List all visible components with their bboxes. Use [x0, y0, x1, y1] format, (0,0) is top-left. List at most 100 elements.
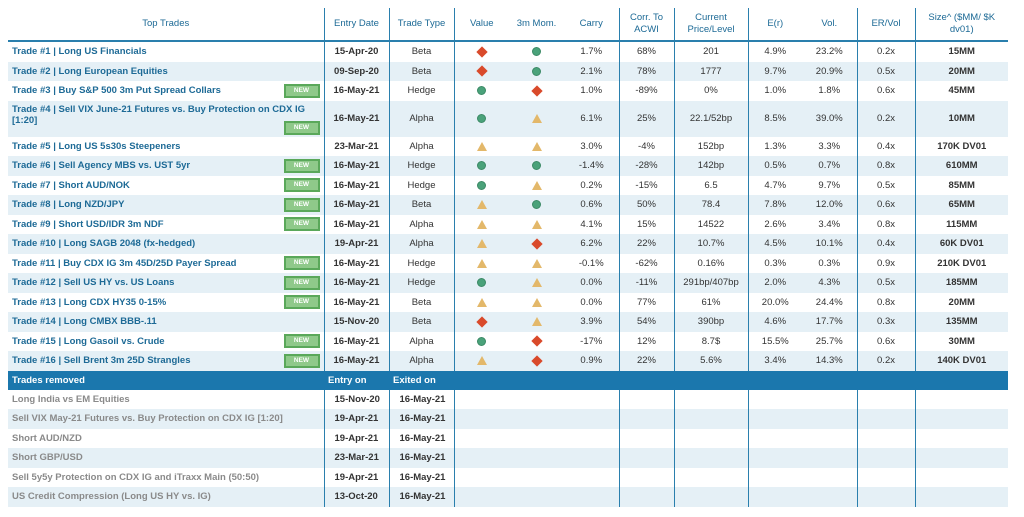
header-correlation: Corr. To ACWI: [618, 8, 674, 41]
empty-cell: [802, 409, 857, 429]
er-vol-cell: 0.8x: [856, 156, 915, 176]
er-vol-cell: 0.2x: [856, 351, 915, 371]
momentum-signal-cell: [509, 100, 564, 137]
new-badge: NEW: [283, 295, 320, 310]
carry-cell: 1.7%: [580, 46, 603, 58]
empty-cell: [802, 487, 857, 507]
size-cell: 65MM: [914, 195, 1008, 215]
trade-name-cell: Trade #2 | Long European Equities: [8, 61, 324, 81]
volatility-cell: 25.7%: [815, 335, 843, 347]
diamond-icon: [530, 335, 543, 347]
top-trades-table: Top Trades Entry Date Trade Type Value 3…: [8, 8, 1008, 507]
expected-return-cell: 4.5%: [747, 234, 802, 254]
size-cell: 610MM: [914, 156, 1008, 176]
header-entry-date: Entry Date: [323, 8, 389, 41]
empty-cell: [673, 389, 748, 409]
table-row: Trade #3 | Buy S&P 500 3m Put Spread Col…: [8, 81, 1008, 101]
removed-trade-row: Long India vs EM Equities 15-Nov-20 16-May…: [8, 389, 1008, 409]
trade-name: Trade #16 | Sell Brent 3m 25D Strangles: [12, 355, 191, 367]
removed-trade-name: Sell 5y5y Protection on CDX IG and iTrax…: [12, 471, 260, 483]
correlation-cell: 22%: [618, 234, 674, 254]
expected-return-cell: 15.5%: [747, 331, 802, 351]
current-level-cell: 61%: [673, 292, 748, 312]
trade-type-cell: Hedge: [388, 156, 454, 176]
removed-trade-row: US Credit Compression (Long US HY vs. IG…: [8, 487, 1008, 507]
diamond-icon: [530, 238, 543, 250]
trade-type-cell: Alpha: [388, 100, 454, 137]
empty-cell: [564, 409, 619, 429]
table-row: Trade #6 | Sell Agency MBS vs. UST 5yr NE…: [8, 156, 1008, 176]
new-badge: NEW: [283, 158, 320, 173]
current-level-cell: 5.6%: [673, 351, 748, 371]
empty-cell: [856, 448, 915, 468]
empty-cell: [802, 468, 857, 488]
table-row: Trade #2 | Long European Equities 09-Sep-…: [8, 61, 1008, 81]
empty-cell: [914, 467, 1008, 487]
expected-return-cell: 0.3%: [747, 253, 802, 273]
removed-exit-label: Exited on: [389, 370, 454, 390]
removed-trade-row: Sell 5y5y Protection on CDX IG and iTrax…: [8, 467, 1008, 488]
entry-date-cell: 16-May-21: [323, 156, 389, 176]
empty-cell: [856, 487, 915, 507]
empty-cell: [914, 448, 1008, 468]
empty-cell: [618, 487, 674, 507]
header-expected-return: E(r): [747, 8, 802, 41]
correlation-cell: 25%: [618, 100, 674, 137]
value-signal-cell: [453, 273, 509, 293]
expected-return-cell: 8.5%: [747, 100, 802, 137]
empty-cell: [618, 389, 674, 409]
er-vol-cell: 0.3x: [856, 312, 915, 332]
er-vol-cell: 0.5x: [856, 175, 915, 195]
removed-trades-body: Trades removed Entry on Exited on Long Indi…: [8, 370, 1008, 507]
header-er-vol: ER/Vol: [856, 8, 915, 41]
empty-cell: [453, 467, 509, 487]
trade-name: Trade #14 | Long CMBX BBB-.11: [12, 316, 157, 328]
correlation-cell: 50%: [618, 195, 674, 215]
trade-type-cell: Beta: [388, 312, 454, 332]
size-cell: 170K DV01: [914, 136, 1008, 156]
trade-type-cell: Alpha: [388, 214, 454, 234]
correlation-cell: -89%: [618, 81, 674, 101]
trade-name: Trade #13 | Long CDX HY35 0-15%: [12, 296, 167, 308]
current-level-cell: 390bp: [673, 312, 748, 332]
trade-name: Trade #10 | Long SAGB 2048 (fx-hedged): [12, 238, 196, 250]
empty-cell: [509, 429, 564, 449]
removed-exit-date: 16-May-21: [388, 428, 454, 448]
removed-header-fill: [454, 370, 1008, 390]
removed-trade-name: Short AUD/NZD: [12, 432, 82, 444]
trade-name: Trade #2 | Long European Equities: [12, 65, 168, 77]
empty-cell: [747, 409, 802, 429]
trade-type-cell: Alpha: [388, 351, 454, 371]
triangle-icon: [476, 219, 487, 229]
momentum-signal-cell: [509, 156, 564, 176]
carry-cell: -1.4%: [564, 156, 619, 176]
size-cell: 15MM: [914, 41, 1008, 62]
carry-cell: -17%: [580, 335, 603, 347]
removed-trade-name: Long India vs EM Equities: [12, 393, 130, 405]
carry-cell: 4.1%: [580, 218, 603, 230]
expected-return-cell: 4.9%: [747, 41, 802, 62]
momentum-signal-cell: [509, 61, 564, 81]
new-badge: NEW: [283, 275, 320, 290]
trade-name: Trade #4 | Sell VIX June-21 Futures vs. …: [12, 103, 306, 126]
triangle-icon: [476, 356, 487, 366]
empty-cell: [564, 429, 619, 449]
empty-cell: [673, 428, 748, 448]
trade-type-cell: Beta: [388, 61, 454, 81]
expected-return-cell: 7.8%: [747, 195, 802, 215]
trade-name-cell: Trade #4 | Sell VIX June-21 Futures vs. …: [8, 100, 324, 137]
circle-icon: [477, 113, 487, 123]
expected-return-cell: 2.0%: [747, 273, 802, 293]
trade-name: Trade #8 | Long NZD/JPY: [12, 199, 125, 211]
empty-cell: [618, 467, 674, 487]
triangle-icon: [476, 200, 487, 210]
triangle-icon: [476, 239, 487, 249]
entry-date-cell: 16-May-21: [323, 292, 389, 312]
carry-cell: 0.2%: [580, 179, 603, 191]
trade-name-cell: Trade #8 | Long NZD/JPY NEW: [8, 195, 324, 215]
trades-body: Trade #1 | Long US Financials 15-Apr-20 Be…: [8, 41, 1008, 371]
triangle-icon: [476, 297, 487, 307]
entry-date-cell: 23-Mar-21: [323, 136, 389, 156]
carry-cell: 3.9%: [564, 312, 619, 332]
correlation-cell: -15%: [618, 175, 674, 195]
